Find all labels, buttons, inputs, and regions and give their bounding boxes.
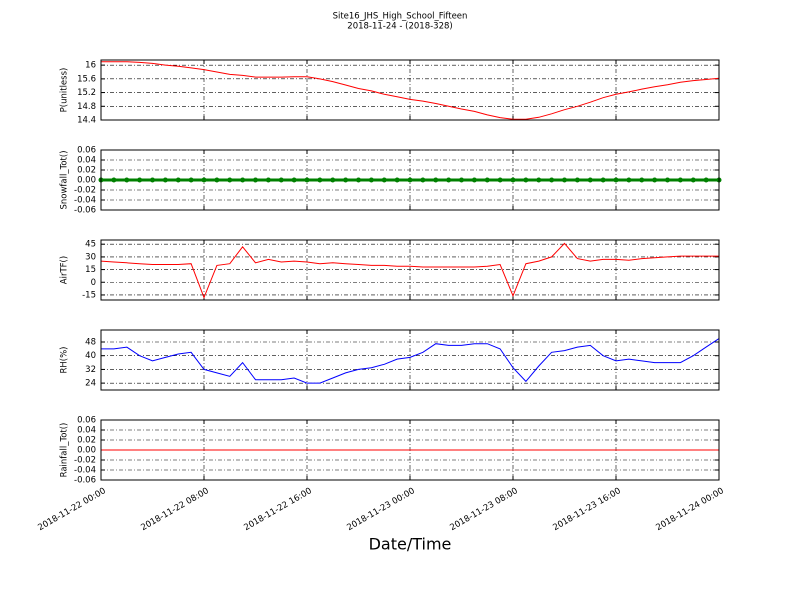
- data-point: [677, 177, 683, 183]
- data-point: [703, 177, 709, 183]
- y-tick-label: 0.02: [77, 436, 96, 446]
- data-point: [587, 177, 593, 183]
- axes-frame: [100, 419, 720, 481]
- data-point: [394, 177, 400, 183]
- data-point: [201, 177, 207, 183]
- data-point: [162, 177, 168, 183]
- y-tick-label: 15: [85, 265, 96, 275]
- axes-frame: [100, 149, 720, 211]
- y-tick-label: 14.8: [77, 102, 96, 112]
- data-point: [227, 177, 233, 183]
- data-point: [124, 177, 130, 183]
- data-point: [407, 177, 413, 183]
- data-line: [100, 242, 719, 299]
- data-point: [420, 177, 426, 183]
- y-tick-label: -0.04: [74, 196, 96, 206]
- data-point: [253, 177, 258, 183]
- data-point: [626, 177, 632, 183]
- y-tick-label: 48: [85, 338, 96, 348]
- data-point: [188, 177, 194, 183]
- data-point: [652, 177, 658, 183]
- axes-frame: [100, 239, 720, 301]
- y-tick-label: 0: [91, 278, 96, 288]
- data-point: [150, 177, 155, 183]
- data-point: [600, 177, 606, 183]
- data-point: [137, 177, 143, 183]
- data-point: [446, 177, 452, 183]
- y-tick-label: 0.04: [77, 156, 96, 166]
- data-point: [291, 177, 297, 183]
- data-point: [523, 177, 529, 183]
- y-tick-label: -0.06: [74, 206, 96, 216]
- y-tick-label: -0.02: [74, 456, 96, 466]
- y-axis-label: AirTF(): [60, 256, 70, 284]
- y-tick-label: 32: [85, 365, 96, 375]
- y-tick-label: 0.02: [77, 166, 96, 176]
- data-point: [510, 177, 516, 183]
- y-tick-label: -0.02: [74, 186, 96, 196]
- data-point: [278, 177, 284, 183]
- title: Site16_JHS_High_School_Fifteen: [333, 12, 468, 22]
- y-axis-label: Snowfall_Tot(): [60, 150, 70, 209]
- y-tick-label: 0.06: [77, 416, 96, 426]
- data-point: [690, 177, 696, 183]
- axes-frame: [100, 59, 720, 121]
- data-point: [343, 177, 349, 183]
- y-tick-label: 14.4: [77, 116, 96, 126]
- y-axis-label: P(unitless): [60, 68, 70, 113]
- data-point: [356, 177, 361, 183]
- data-line: [101, 338, 720, 384]
- y-tick-label: -15: [82, 290, 96, 300]
- data-point: [665, 177, 670, 183]
- y-tick-label: 15.6: [77, 74, 96, 84]
- data-point: [536, 177, 542, 183]
- data-point: [240, 177, 246, 183]
- y-tick-label: 45: [85, 240, 96, 250]
- data-point: [497, 177, 503, 183]
- data-point: [304, 177, 310, 183]
- data-point: [471, 177, 477, 183]
- y-tick-label: 0.00: [77, 176, 96, 186]
- data-point: [317, 177, 323, 183]
- y-tick-label: -0.04: [74, 466, 96, 476]
- y-tick-label: 24: [85, 379, 96, 389]
- data-point: [549, 177, 555, 183]
- y-axis-label: Rainfall_Tot(): [60, 423, 70, 478]
- data-line: [101, 61, 720, 120]
- data-point: [175, 177, 181, 183]
- data-point: [368, 177, 374, 183]
- data-point: [639, 177, 645, 183]
- x-axis-label: Date/Time: [369, 535, 452, 554]
- axes-frame: [100, 329, 720, 391]
- y-tick-label: 0.06: [77, 146, 96, 156]
- data-point: [613, 177, 619, 183]
- y-tick-label: 30: [85, 252, 96, 262]
- y-tick-label: 0.00: [77, 446, 96, 456]
- data-point: [214, 177, 220, 183]
- data-point: [459, 177, 464, 183]
- data-point: [381, 177, 387, 183]
- data-point: [562, 177, 567, 183]
- y-tick-label: 16: [85, 61, 96, 71]
- data-point: [330, 177, 336, 183]
- data-point: [265, 177, 271, 183]
- data-point: [574, 177, 580, 183]
- y-tick-label: 15.2: [77, 88, 96, 98]
- y-tick-label: -0.06: [74, 476, 96, 486]
- subtitle: 2018-11-24 - (2018-328): [347, 22, 452, 32]
- y-axis-label: RH(%): [60, 346, 70, 373]
- y-tick-label: 40: [85, 351, 96, 361]
- y-tick-label: 0.04: [77, 426, 96, 436]
- data-point: [433, 177, 439, 183]
- data-point: [484, 177, 490, 183]
- data-point: [111, 177, 117, 183]
